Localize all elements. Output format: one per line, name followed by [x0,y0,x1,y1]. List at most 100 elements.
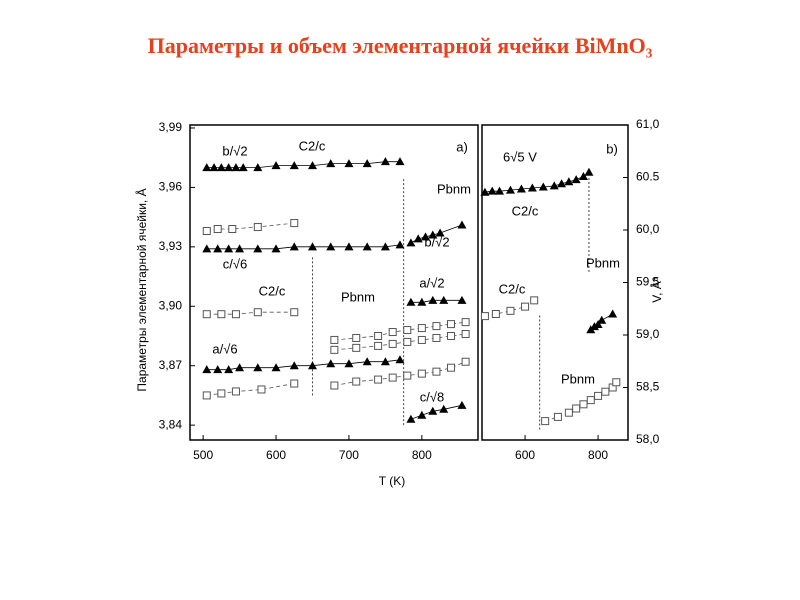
square-point [388,328,397,337]
triangle-point [289,161,299,170]
triangle-point [213,244,223,253]
triangle-point [505,185,515,194]
square-point [213,225,222,234]
square-point [202,310,211,319]
square-point [403,326,412,335]
square-point [612,378,621,387]
square-point [231,387,240,396]
y-tick-label: 3,84 [159,417,183,431]
triangle-point [495,186,505,195]
x-tick-label: 800 [412,448,432,462]
triangle-point [289,242,299,251]
triangle-point [380,157,390,166]
triangle-point [608,309,618,318]
square-point [202,226,211,235]
annotation: c/√6 [223,256,247,271]
triangle-point [597,315,607,324]
triangle-point [538,182,548,191]
square-point [594,391,603,400]
triangle-point [428,406,438,415]
triangle-point [307,242,317,251]
square-point [432,322,441,331]
fit-line [410,299,462,303]
triangle-point [428,295,438,304]
triangle-point [380,357,390,366]
y-tick-label: 3,93 [159,239,183,253]
triangle-point [362,357,372,366]
triangle-point [578,171,588,180]
triangle-point [557,179,567,188]
y-tick-label: 58,0 [636,432,660,446]
x-tick-label: 600 [266,448,286,462]
x-tick-label: 500 [193,448,213,462]
x-axis-label: T (K) [379,474,405,488]
triangle-point [564,177,574,186]
square-point [388,373,397,382]
square-point [432,367,441,376]
square-point [564,408,573,417]
triangle-point [271,244,281,253]
square-point [601,387,610,396]
square-point [374,331,383,340]
y-tick-label: 3,99 [159,120,183,134]
triangle-point [417,297,427,306]
annotation: c/√8 [420,389,444,404]
y-tick-label: 60.5 [636,170,660,184]
triangle-point [439,295,449,304]
triangle-point [417,410,427,419]
annotation: C2/c [499,281,526,296]
triangle-point [238,163,248,172]
square-point [388,339,397,348]
x-tick-label: 700 [339,448,359,462]
square-point [447,363,456,372]
square-point [461,318,470,327]
square-point [541,417,550,426]
triangle-point [480,187,490,196]
triangle-point [380,242,390,251]
square-point [461,330,470,339]
annotation: C2/c [512,203,539,218]
triangle-point [224,244,234,253]
square-point [330,381,339,390]
square-point [330,335,339,344]
triangle-point [326,359,336,368]
square-point [290,379,299,388]
triangle-point [527,183,537,192]
annotation: Pbnm [586,255,620,270]
triangle-point [362,159,372,168]
annotation: b) [606,141,618,156]
triangle-point [487,186,497,195]
annotation: Pbnm [437,181,471,196]
triangle-point [231,163,241,172]
triangle-point [307,361,317,370]
square-point [352,333,361,342]
square-point [586,396,595,405]
annotation: a) [456,139,468,154]
annotation: 6√5 V [503,149,537,164]
triangle-point [457,400,467,409]
square-point [491,310,500,318]
triangle-point [395,157,405,166]
triangle-point [202,244,212,253]
square-point [530,296,539,305]
y-tick-label: 61,0 [636,117,660,131]
x-tick-label: 800 [588,448,608,462]
triangle-point [457,295,467,304]
square-point [403,337,412,346]
square-point [572,404,581,413]
y-tick-label: 58,5 [636,380,660,394]
triangle-point [406,238,416,247]
triangle-point [406,414,416,423]
triangle-point [271,161,281,170]
triangle-point [362,242,372,251]
square-point [461,357,470,366]
annotation: Pbnm [341,289,375,304]
y-tick-label: 59,5 [636,275,660,289]
triangle-point [307,161,317,170]
square-point [290,219,299,228]
square-point [330,345,339,354]
triangle-point [202,365,212,374]
triangle-point [326,159,336,168]
triangle-point [344,242,354,251]
